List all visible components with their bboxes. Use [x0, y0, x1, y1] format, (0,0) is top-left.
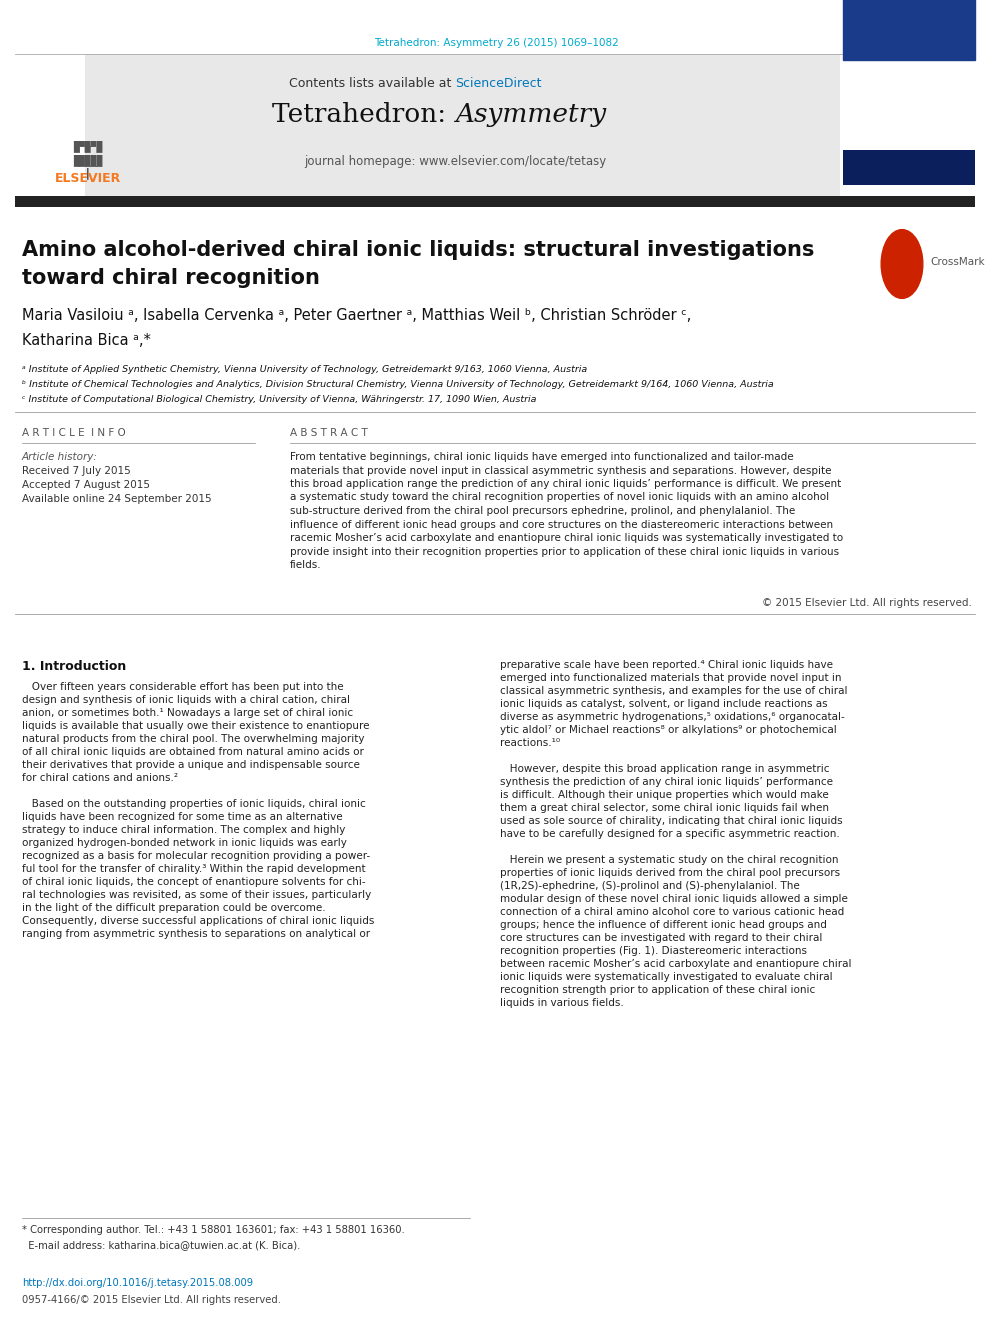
Text: design and synthesis of ionic liquids with a chiral cation, chiral: design and synthesis of ionic liquids wi… — [22, 695, 350, 705]
Text: journal homepage: www.elsevier.com/locate/tetasy: journal homepage: www.elsevier.com/locat… — [304, 155, 606, 168]
Text: Tetrahedron:: Tetrahedron: — [273, 102, 455, 127]
Text: properties of ionic liquids derived from the chiral pool precursors: properties of ionic liquids derived from… — [500, 868, 840, 878]
Text: ᵇ Institute of Chemical Technologies and Analytics, Division Structural Chemistr: ᵇ Institute of Chemical Technologies and… — [22, 380, 774, 389]
Text: ral technologies was revisited, as some of their issues, particularly: ral technologies was revisited, as some … — [22, 890, 371, 900]
Text: reactions.¹⁰: reactions.¹⁰ — [500, 738, 560, 747]
Text: © 2015 Elsevier Ltd. All rights reserved.: © 2015 Elsevier Ltd. All rights reserved… — [762, 598, 972, 609]
Text: E-mail address: katharina.bica@tuwien.ac.at (K. Bica).: E-mail address: katharina.bica@tuwien.ac… — [22, 1240, 301, 1250]
Text: modular design of these novel chiral ionic liquids allowed a simple: modular design of these novel chiral ion… — [500, 894, 848, 904]
Text: ionic liquids were systematically investigated to evaluate chiral: ionic liquids were systematically invest… — [500, 972, 832, 982]
Text: sub-structure derived from the chiral pool precursors ephedrine, prolinol, and p: sub-structure derived from the chiral po… — [290, 505, 796, 516]
Text: natural products from the chiral pool. The overwhelming majority: natural products from the chiral pool. T… — [22, 734, 364, 744]
Text: Herein we present a systematic study on the chiral recognition: Herein we present a systematic study on … — [500, 855, 838, 865]
Text: ful tool for the transfer of chirality.³ Within the rapid development: ful tool for the transfer of chirality.³… — [22, 864, 366, 875]
Text: Article history:: Article history: — [22, 452, 98, 462]
Text: organized hydrogen-bonded network in ionic liquids was early: organized hydrogen-bonded network in ion… — [22, 837, 347, 848]
Text: them a great chiral selector, some chiral ionic liquids fail when: them a great chiral selector, some chira… — [500, 803, 829, 814]
Text: preparative scale have been reported.⁴ Chiral ionic liquids have: preparative scale have been reported.⁴ C… — [500, 660, 833, 669]
Text: ScienceDirect: ScienceDirect — [455, 77, 542, 90]
Text: ranging from asymmetric synthesis to separations on analytical or: ranging from asymmetric synthesis to sep… — [22, 929, 370, 939]
Text: for chiral cations and anions.²: for chiral cations and anions.² — [22, 773, 178, 783]
Text: Katharina Bica ᵃ,*: Katharina Bica ᵃ,* — [22, 333, 151, 348]
Text: influence of different ionic head groups and core structures on the diastereomer: influence of different ionic head groups… — [290, 520, 833, 529]
Text: classical asymmetric synthesis, and examples for the use of chiral: classical asymmetric synthesis, and exam… — [500, 687, 847, 696]
Text: Contents lists available at: Contents lists available at — [289, 77, 455, 90]
Bar — [85, 54, 840, 200]
Text: Tetrahedron: Asymmetry 26 (2015) 1069–1082: Tetrahedron: Asymmetry 26 (2015) 1069–10… — [374, 38, 618, 48]
Text: 0957-4166/© 2015 Elsevier Ltd. All rights reserved.: 0957-4166/© 2015 Elsevier Ltd. All right… — [22, 1295, 281, 1304]
Text: fields.: fields. — [290, 560, 321, 570]
Text: of all chiral ionic liquids are obtained from natural amino acids or: of all chiral ionic liquids are obtained… — [22, 747, 364, 757]
Text: groups; hence the influence of different ionic head groups and: groups; hence the influence of different… — [500, 919, 827, 930]
Text: materials that provide novel input in classical asymmetric synthesis and separat: materials that provide novel input in cl… — [290, 466, 831, 475]
Text: recognized as a basis for molecular recognition providing a power-: recognized as a basis for molecular reco… — [22, 851, 370, 861]
Text: recognition properties (Fig. 1). Diastereomeric interactions: recognition properties (Fig. 1). Diaster… — [500, 946, 807, 957]
Text: Available online 24 September 2015: Available online 24 September 2015 — [22, 493, 211, 504]
Bar — [843, 0, 975, 60]
Text: ᶜ Institute of Computational Biological Chemistry, University of Vienna, Währing: ᶜ Institute of Computational Biological … — [22, 396, 537, 404]
Text: Based on the outstanding properties of ionic liquids, chiral ionic: Based on the outstanding properties of i… — [22, 799, 366, 808]
Bar — [15, 196, 975, 206]
Text: ionic liquids as catalyst, solvent, or ligand include reactions as: ionic liquids as catalyst, solvent, or l… — [500, 699, 827, 709]
Text: ytic aldol⁷ or Michael reactions⁸ or alkylations⁹ or photochemical: ytic aldol⁷ or Michael reactions⁸ or alk… — [500, 725, 836, 736]
Text: Asymmetry: Asymmetry — [455, 102, 606, 127]
Text: However, despite this broad application range in asymmetric: However, despite this broad application … — [500, 763, 829, 774]
Text: * Corresponding author. Tel.: +43 1 58801 163601; fax: +43 1 58801 16360.: * Corresponding author. Tel.: +43 1 5880… — [22, 1225, 405, 1234]
Text: a systematic study toward the chiral recognition properties of novel ionic liqui: a systematic study toward the chiral rec… — [290, 492, 829, 503]
Text: ᵃ Institute of Applied Synthetic Chemistry, Vienna University of Technology, Get: ᵃ Institute of Applied Synthetic Chemist… — [22, 365, 587, 374]
Text: emerged into functionalized materials that provide novel input in: emerged into functionalized materials th… — [500, 673, 841, 683]
Text: core structures can be investigated with regard to their chiral: core structures can be investigated with… — [500, 933, 822, 943]
Text: their derivatives that provide a unique and indispensable source: their derivatives that provide a unique … — [22, 759, 360, 770]
Text: A B S T R A C T: A B S T R A C T — [290, 429, 368, 438]
Text: racemic Mosher’s acid carboxylate and enantiopure chiral ionic liquids was syste: racemic Mosher’s acid carboxylate and en… — [290, 533, 843, 542]
Text: liquids have been recognized for some time as an alternative: liquids have been recognized for some ti… — [22, 812, 342, 822]
Text: Consequently, diverse successful applications of chiral ionic liquids: Consequently, diverse successful applica… — [22, 916, 374, 926]
Text: Amino alcohol-derived chiral ionic liquids: structural investigations: Amino alcohol-derived chiral ionic liqui… — [22, 239, 814, 261]
Text: A R T I C L E  I N F O: A R T I C L E I N F O — [22, 429, 126, 438]
Text: is difficult. Although their unique properties which would make: is difficult. Although their unique prop… — [500, 790, 828, 800]
Text: █▀█▀█
█████
 ┃: █▀█▀█ █████ ┃ — [73, 140, 103, 179]
Text: Maria Vasiloiu ᵃ, Isabella Cervenka ᵃ, Peter Gaertner ᵃ, Matthias Weil ᵇ, Christ: Maria Vasiloiu ᵃ, Isabella Cervenka ᵃ, P… — [22, 308, 691, 323]
Text: Over fifteen years considerable effort has been put into the: Over fifteen years considerable effort h… — [22, 681, 343, 692]
Text: between racemic Mosher’s acid carboxylate and enantiopure chiral: between racemic Mosher’s acid carboxylat… — [500, 959, 851, 968]
Text: have to be carefully designed for a specific asymmetric reaction.: have to be carefully designed for a spec… — [500, 830, 840, 839]
Text: CrossMark: CrossMark — [930, 257, 985, 267]
Text: this broad application range the prediction of any chiral ionic liquids’ perform: this broad application range the predict… — [290, 479, 841, 490]
Text: liquids is available that usually owe their existence to enantiopure: liquids is available that usually owe th… — [22, 721, 369, 732]
Text: anion, or sometimes both.¹ Nowadays a large set of chiral ionic: anion, or sometimes both.¹ Nowadays a la… — [22, 708, 353, 718]
Text: http://dx.doi.org/10.1016/j.tetasy.2015.08.009: http://dx.doi.org/10.1016/j.tetasy.2015.… — [22, 1278, 253, 1289]
Text: 1. Introduction: 1. Introduction — [22, 660, 126, 673]
Bar — [843, 149, 975, 185]
Text: Received 7 July 2015: Received 7 July 2015 — [22, 466, 131, 476]
Text: ELSEVIER: ELSEVIER — [55, 172, 121, 185]
Text: liquids in various fields.: liquids in various fields. — [500, 998, 624, 1008]
Text: (1R,2S)-ephedrine, (S)-prolinol and (S)-phenylalaniol. The: (1R,2S)-ephedrine, (S)-prolinol and (S)-… — [500, 881, 800, 890]
FancyArrow shape — [890, 267, 915, 280]
Text: synthesis the prediction of any chiral ionic liquids’ performance: synthesis the prediction of any chiral i… — [500, 777, 833, 787]
Text: Tetrahedron:
Asymmetry: Tetrahedron: Asymmetry — [870, 67, 927, 87]
Text: recognition strength prior to application of these chiral ionic: recognition strength prior to applicatio… — [500, 986, 815, 995]
Ellipse shape — [881, 230, 923, 299]
Text: diverse as asymmetric hydrogenations,⁵ oxidations,⁶ organocatal-: diverse as asymmetric hydrogenations,⁵ o… — [500, 712, 845, 722]
Text: in the light of the difficult preparation could be overcome.: in the light of the difficult preparatio… — [22, 904, 325, 913]
Text: From tentative beginnings, chiral ionic liquids have emerged into functionalized: From tentative beginnings, chiral ionic … — [290, 452, 794, 462]
Text: Accepted 7 August 2015: Accepted 7 August 2015 — [22, 480, 150, 490]
Text: of chiral ionic liquids, the concept of enantiopure solvents for chi-: of chiral ionic liquids, the concept of … — [22, 877, 366, 886]
Text: toward chiral recognition: toward chiral recognition — [22, 269, 319, 288]
Text: used as sole source of chirality, indicating that chiral ionic liquids: used as sole source of chirality, indica… — [500, 816, 842, 826]
Text: provide insight into their recognition properties prior to application of these : provide insight into their recognition p… — [290, 546, 839, 557]
Text: connection of a chiral amino alcohol core to various cationic head: connection of a chiral amino alcohol cor… — [500, 908, 844, 917]
Text: strategy to induce chiral information. The complex and highly: strategy to induce chiral information. T… — [22, 826, 345, 835]
